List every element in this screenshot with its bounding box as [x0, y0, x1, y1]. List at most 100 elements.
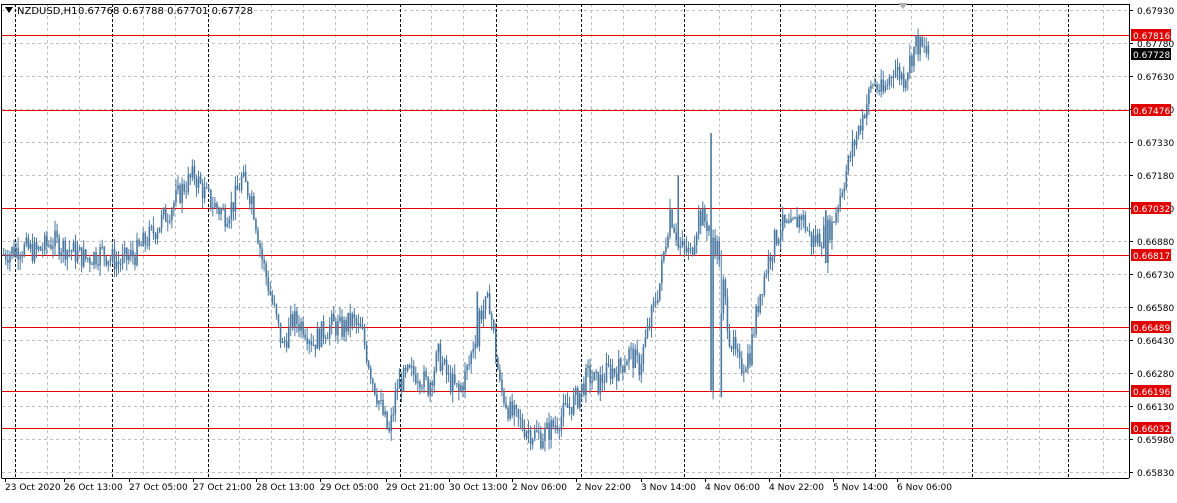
candle — [398, 368, 401, 389]
candle-body — [74, 242, 77, 262]
candle — [294, 303, 296, 337]
candle — [915, 34, 917, 55]
candle — [402, 364, 405, 393]
candle-body — [162, 208, 165, 215]
candle-body — [630, 348, 632, 350]
candle — [130, 241, 132, 262]
candle — [763, 271, 766, 298]
candle — [722, 275, 725, 321]
candle-body — [533, 430, 536, 440]
candle — [853, 139, 856, 157]
time-tick-label: 30 Oct 13:00 — [449, 483, 508, 493]
candle — [681, 230, 684, 249]
candle-body — [181, 183, 183, 203]
horizontal-levels[interactable] — [2, 35, 1129, 429]
candle-body — [15, 247, 17, 257]
candle-body — [486, 293, 489, 297]
candle — [413, 360, 415, 383]
candle-body — [704, 208, 706, 222]
candle-body — [613, 368, 616, 373]
candle — [322, 315, 325, 345]
candle — [841, 189, 844, 199]
candle-body — [56, 230, 58, 238]
candle — [864, 113, 866, 120]
candle-body — [39, 246, 42, 251]
candle — [911, 53, 913, 73]
candle-body — [499, 369, 501, 380]
candle — [347, 312, 349, 336]
candle — [591, 370, 593, 390]
candle — [695, 231, 698, 254]
candle-body — [902, 73, 905, 89]
candle-body — [761, 294, 764, 296]
candle-body — [853, 140, 856, 146]
candle-body — [581, 383, 583, 393]
candle-body — [921, 37, 923, 47]
time-tick-label: 26 Oct 13:00 — [64, 483, 123, 493]
candle-body — [607, 363, 610, 365]
candle-body — [790, 218, 792, 223]
time-tick-label: 2 Nov 22:00 — [576, 483, 631, 493]
candle — [556, 417, 559, 434]
candle — [62, 237, 65, 263]
candle-body — [310, 341, 313, 345]
candle — [519, 409, 522, 430]
candle — [439, 339, 442, 372]
candle-body — [823, 225, 825, 248]
candle-body — [335, 321, 337, 336]
candle-body — [570, 406, 573, 415]
candle — [720, 250, 723, 398]
candle — [158, 227, 161, 233]
candle — [861, 108, 864, 140]
candle — [3, 248, 5, 256]
candle — [507, 405, 509, 422]
candle — [554, 415, 557, 434]
candle — [320, 321, 323, 348]
candle — [156, 227, 159, 245]
candle — [199, 172, 202, 185]
symbol-label: NZDUSD,H1 — [17, 6, 77, 17]
candle-body — [675, 232, 677, 241]
candle — [380, 389, 382, 406]
candle-body — [451, 374, 454, 392]
candle — [601, 365, 604, 391]
candle — [741, 350, 743, 376]
candle — [433, 366, 436, 394]
candle-body — [97, 263, 99, 266]
candle-body — [724, 279, 727, 298]
candle — [827, 215, 829, 274]
candle — [119, 258, 122, 272]
candle — [406, 363, 409, 373]
candle-body — [851, 140, 854, 158]
candle-body — [255, 219, 257, 231]
candle-body — [632, 348, 634, 369]
candle-body — [199, 176, 202, 184]
level-price-label: 0.67032 — [1131, 202, 1171, 215]
candle-body — [866, 104, 868, 118]
candle — [148, 220, 151, 251]
candle-body — [359, 323, 362, 329]
candle-body — [341, 316, 343, 337]
dropdown-triangle-icon[interactable] — [5, 7, 13, 13]
candle — [160, 209, 163, 234]
chart-shift-marker-icon[interactable] — [898, 3, 908, 9]
candle — [892, 70, 895, 89]
candle — [117, 251, 120, 274]
candle — [70, 249, 73, 261]
candle — [285, 332, 288, 353]
price-tick-label: 0.66880 — [1137, 238, 1174, 248]
time-tick-label: 27 Oct 21:00 — [193, 483, 252, 493]
candle — [831, 216, 833, 250]
candle-body — [849, 156, 852, 158]
price-tick-label: 0.66130 — [1137, 403, 1174, 413]
candle — [700, 208, 702, 235]
candle — [595, 368, 598, 381]
candle-body — [700, 210, 702, 226]
candle-body — [275, 304, 278, 315]
candle — [564, 394, 567, 406]
candle — [212, 196, 214, 217]
level-label-bg — [1131, 321, 1171, 333]
candle-body — [829, 219, 831, 240]
